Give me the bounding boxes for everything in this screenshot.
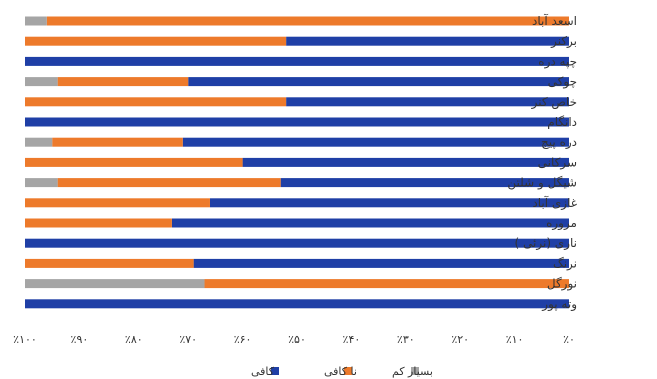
bar-segment: [286, 97, 569, 107]
x-tick-label: ٪۴۰: [343, 333, 361, 346]
bar-segment: [25, 117, 569, 127]
category-label: اسعد آباد: [532, 13, 577, 28]
bar-segment: [25, 16, 47, 26]
bar-segment: [25, 157, 243, 167]
category-label: دره پیچ: [541, 135, 577, 150]
x-tick-label: ٪۰: [563, 333, 575, 346]
category-label: سرکانی: [538, 155, 577, 170]
category-label: چپه دره: [538, 54, 577, 69]
legend: کافی نا کافی بسیار کم: [251, 365, 433, 378]
bar-segment: [286, 36, 569, 46]
x-tick-label: ٪۲۰: [451, 333, 469, 346]
category-labels: اسعد آباد برکنر چپه دره چوکی خاص کنر دانگام در…: [507, 13, 577, 312]
bar-segment: [25, 258, 194, 268]
bar-segment: [25, 299, 569, 309]
bar-segment: [25, 178, 58, 188]
bar-segment: [25, 218, 172, 228]
legend-label: کافی: [251, 365, 275, 378]
category-label: ناری (نرئی ): [515, 236, 577, 251]
bar-segment: [204, 279, 569, 289]
bar-segment: [209, 198, 569, 208]
bar-segment: [193, 258, 569, 268]
category-label: دانگام: [547, 115, 577, 129]
bar-segment: [242, 157, 569, 167]
x-tick-label: ٪۵۰: [288, 333, 306, 346]
bar-segment: [182, 137, 569, 147]
legend-swatch: [344, 367, 352, 375]
bar-segment: [171, 218, 569, 228]
bar-segment: [280, 178, 569, 188]
category-label: شیگل و شلتن: [507, 176, 577, 191]
category-label: وته پور: [541, 297, 577, 312]
x-axis-ticks: ٪۰ ٪۱۰ ٪۲۰ ٪۳۰ ٪۴۰ ٪۵۰ ٪۶۰ ٪۷۰ ٪۸۰ ٪۹۰ ٪۱۰۰: [13, 333, 575, 346]
plot-area: [25, 16, 569, 309]
x-tick-label: ٪۹۰: [71, 333, 89, 346]
bar-segment: [25, 279, 205, 289]
legend-label: بسیار کم: [392, 365, 433, 378]
bar-segment: [25, 198, 210, 208]
bar-segment: [46, 16, 569, 26]
bar-segment: [57, 178, 281, 188]
category-label: برکنر: [550, 34, 577, 49]
legend-label: نا کافی: [324, 365, 357, 378]
legend-swatch: [271, 367, 279, 375]
bar-segment: [52, 137, 183, 147]
category-label: غازی آباد: [532, 195, 577, 211]
category-label: خاص کنر: [531, 95, 577, 110]
x-tick-label: ٪۷۰: [179, 333, 197, 346]
x-tick-label: ٪۸۰: [125, 333, 143, 346]
bar-segment: [25, 97, 287, 107]
category-label: نرنگ: [553, 256, 577, 271]
category-label: چوکی: [548, 75, 577, 90]
legend-swatch: [411, 367, 419, 375]
bar-segment: [25, 137, 53, 147]
x-tick-label: ٪۶۰: [234, 333, 252, 346]
bar-segment: [57, 77, 189, 87]
x-tick-label: ٪۱۰: [506, 333, 524, 346]
category-label: نورگل: [547, 277, 577, 292]
bar-segment: [25, 56, 569, 66]
bar-segment: [25, 36, 287, 46]
bar-segment: [25, 238, 569, 248]
bar-segment: [188, 77, 569, 87]
category-label: مروره: [546, 216, 577, 231]
bar-segment: [25, 77, 58, 87]
x-tick-label: ٪۳۰: [397, 333, 415, 346]
x-tick-label: ٪۱۰۰: [13, 333, 37, 346]
